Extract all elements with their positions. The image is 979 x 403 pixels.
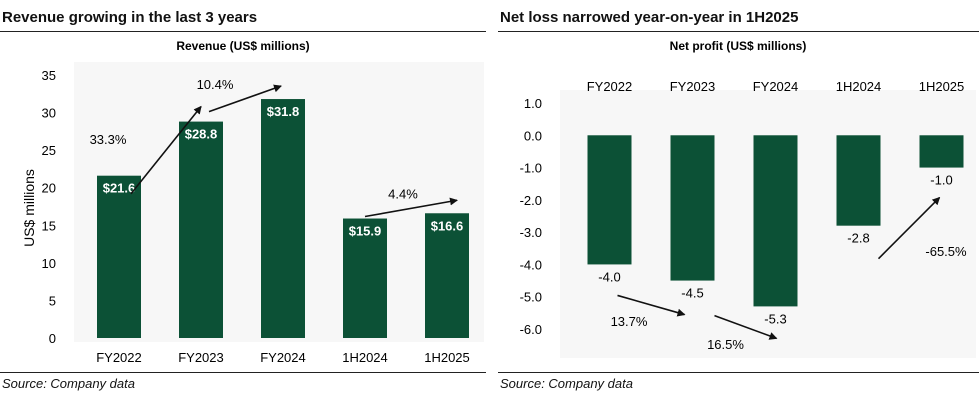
net-profit-y-tick-label: 1.0 [524, 96, 542, 111]
net-profit-bar-value-label: -1.0 [930, 173, 952, 188]
net-profit-bar-value-label: -2.8 [847, 231, 869, 246]
net-profit-x-tick-label: 1H2025 [919, 79, 965, 94]
net-profit-change-label: 16.5% [707, 337, 744, 352]
revenue-y-tick-label: 30 [42, 106, 56, 121]
revenue-chart-title: Revenue (US$ millions) [176, 39, 309, 53]
revenue-y-tick-label: 0 [49, 331, 56, 346]
revenue-bar [425, 213, 469, 338]
revenue-bar [261, 99, 305, 338]
revenue-y-tick-label: 10 [42, 256, 56, 271]
revenue-bar-value-label: $31.8 [267, 104, 300, 119]
revenue-y-tick-label: 25 [42, 143, 56, 158]
net-profit-title-divider [498, 31, 979, 32]
revenue-bar [97, 175, 141, 338]
revenue-y-tick-label: 20 [42, 181, 56, 196]
net-profit-panel: Net loss narrowed year-on-year in 1H2025… [498, 0, 979, 403]
revenue-bar-value-label: $16.6 [431, 218, 464, 233]
revenue-growth-arrow [364, 197, 458, 218]
revenue-panel: Revenue growing in the last 3 years Reve… [0, 0, 486, 403]
net-profit-bar [919, 135, 964, 168]
revenue-source-note: Source: Company data [2, 376, 135, 391]
net-profit-bar [587, 135, 632, 265]
net-profit-change-arrow [877, 196, 941, 260]
revenue-y-tick-label: 35 [42, 68, 56, 83]
net-profit-x-tick-label: FY2022 [587, 79, 633, 94]
net-profit-source-note: Source: Company data [500, 376, 633, 391]
net-profit-chart: Net profit (US$ millions) 1.0 0.0 -1.0 -2.0… [520, 39, 976, 358]
net-profit-y-tick-label: -5.0 [520, 290, 542, 305]
revenue-growth-label: 33.3% [90, 132, 127, 147]
net-profit-y-tick-label: -4.0 [520, 257, 542, 272]
revenue-growth-label: 4.4% [388, 186, 418, 201]
net-profit-change-label: 13.7% [611, 314, 648, 329]
revenue-bottom-divider [0, 372, 486, 373]
revenue-y-axis-label: US$ millions [21, 169, 37, 247]
net-profit-x-tick-label: FY2023 [670, 79, 716, 94]
revenue-growth-label: 10.4% [197, 77, 234, 92]
revenue-x-tick-label: FY2022 [96, 350, 142, 365]
net-profit-bar-value-label: -5.3 [764, 311, 786, 326]
revenue-x-tick-label: FY2024 [260, 350, 306, 365]
net-profit-bar-value-label: -4.0 [598, 269, 620, 284]
net-profit-bar-value-label: -4.5 [681, 286, 703, 301]
revenue-x-tick-label: 1H2024 [342, 350, 388, 365]
net-profit-chart-title: Net profit (US$ millions) [670, 39, 807, 53]
net-profit-y-tick-label: 0.0 [524, 128, 542, 143]
net-profit-x-tick-label: FY2024 [753, 79, 799, 94]
net-profit-y-tick-label: -3.0 [520, 225, 542, 240]
revenue-x-tick-label: 1H2025 [424, 350, 470, 365]
revenue-x-tick-label: FY2023 [178, 350, 224, 365]
net-profit-change-arrow [714, 314, 778, 340]
revenue-bar-value-label: $28.8 [185, 127, 218, 142]
net-profit-x-tick-label: 1H2024 [836, 79, 882, 94]
net-profit-bar [753, 135, 798, 307]
revenue-bar [343, 218, 387, 338]
revenue-title-divider [0, 31, 486, 32]
revenue-bar-value-label: $15.9 [349, 224, 382, 239]
net-profit-y-tick-label: -1.0 [520, 161, 542, 176]
net-profit-y-tick-label: -2.0 [520, 193, 542, 208]
revenue-y-tick-label: 15 [42, 218, 56, 233]
net-profit-panel-title: Net loss narrowed year-on-year in 1H2025 [500, 9, 799, 26]
revenue-bar-value-label: $21.6 [103, 181, 136, 196]
net-profit-change-arrow [617, 294, 686, 317]
revenue-growth-arrow [130, 105, 202, 195]
net-profit-change-label: -65.5% [925, 244, 967, 259]
net-profit-bottom-divider [498, 372, 979, 373]
revenue-panel-title: Revenue growing in the last 3 years [2, 9, 258, 26]
revenue-bar [179, 121, 223, 339]
revenue-growth-arrow [208, 84, 282, 113]
net-profit-bar [836, 135, 881, 226]
revenue-chart: Revenue (US$ millions) US$ millions 0 5 10… [21, 39, 484, 365]
net-profit-bar [670, 135, 715, 281]
revenue-y-tick-label: 5 [49, 293, 56, 308]
net-profit-y-tick-label: -6.0 [520, 322, 542, 337]
